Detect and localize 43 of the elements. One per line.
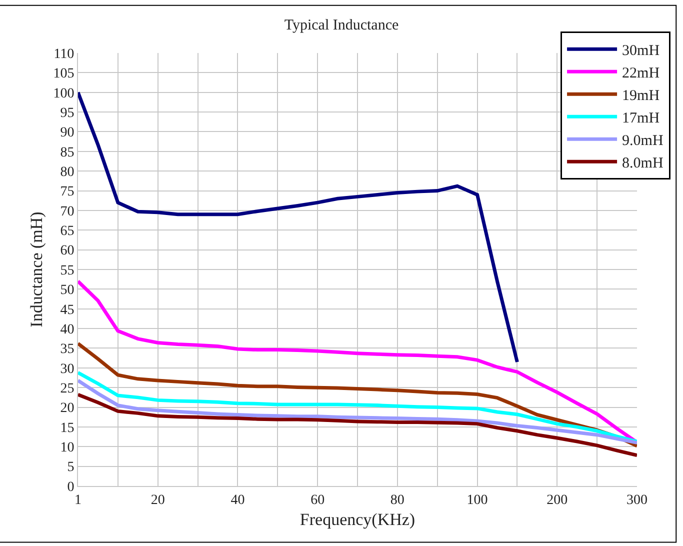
x-tick-label: 80 (390, 492, 404, 508)
x-tick-label: 20 (150, 492, 165, 508)
legend-label: 30mH (622, 42, 660, 59)
y-tick-label: 75 (60, 184, 74, 200)
line-series (78, 342, 637, 448)
line-series (78, 90, 519, 364)
y-tick-label: 50 (60, 283, 74, 298)
x-tick-label: 100 (466, 492, 488, 508)
y-tick-label: 25 (60, 381, 74, 396)
y-tick-label: 80 (60, 164, 74, 180)
x-tick-label: 60 (310, 492, 325, 508)
x-tick-label: 40 (230, 492, 245, 508)
legend-label: 8.0mH (622, 155, 664, 172)
y-tick-label: 85 (60, 145, 74, 160)
y-tick-label: 90 (60, 126, 74, 141)
y-tick-label: 5 (67, 460, 74, 476)
x-tick-label: 200 (546, 492, 568, 508)
y-tick-label: 95 (60, 106, 74, 121)
y-tick-label: 45 (60, 302, 74, 318)
y-tick-label: 65 (60, 224, 74, 240)
y-tick-label: 55 (60, 263, 74, 278)
x-tick-label: 1 (74, 492, 82, 508)
y-tick-label: 0 (67, 480, 74, 495)
legend-label: 9.0mH (622, 132, 664, 149)
x-tick-label: 300 (626, 492, 648, 508)
y-tick-label: 70 (60, 204, 74, 220)
line-series (78, 392, 637, 458)
legend-label: 19mH (622, 88, 660, 104)
y-tick-label: 15 (60, 420, 74, 436)
y-tick-label: 110 (54, 46, 74, 62)
y-tick-label: 30 (60, 362, 74, 377)
legend-label: 22mH (622, 65, 660, 82)
legend-label: 17mH (622, 110, 660, 126)
y-axis-title: Inductance (mH) (26, 212, 46, 328)
chart-title: Typical Inductance (284, 18, 399, 34)
y-tick-label: 60 (60, 244, 74, 259)
x-axis-title: Frequency(KHz) (300, 510, 416, 530)
y-tick-label: 100 (53, 86, 74, 102)
y-tick-label: 20 (60, 401, 74, 416)
y-tick-label: 40 (60, 322, 74, 338)
y-tick-label: 10 (60, 440, 74, 456)
y-tick-label: 105 (53, 66, 74, 82)
y-tick-label: 35 (60, 342, 74, 358)
